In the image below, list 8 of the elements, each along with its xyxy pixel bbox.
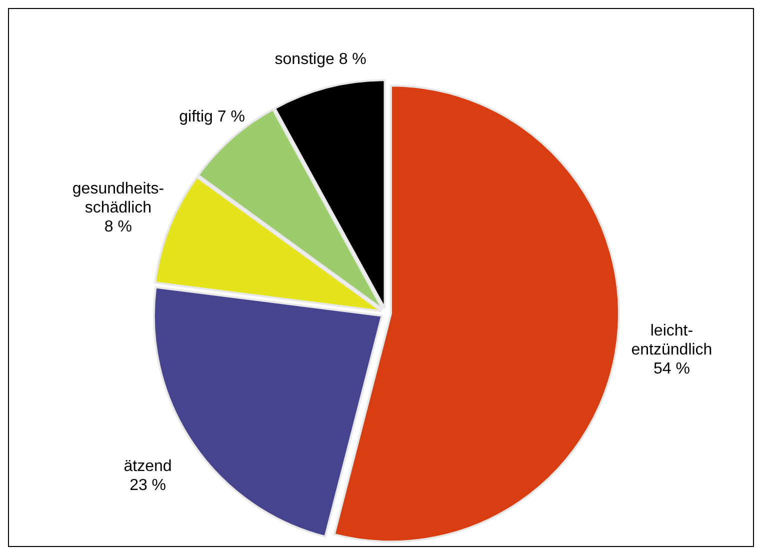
data-label: 23 % bbox=[130, 476, 166, 494]
slice-label: giftig 7 % bbox=[179, 108, 245, 126]
slice-label: sonstige 8 % bbox=[274, 50, 366, 68]
slice-label: gesundheits- schädlich bbox=[72, 180, 164, 217]
slice-label: leicht- entzündlich bbox=[631, 322, 712, 359]
slice-label: ätzend bbox=[124, 458, 172, 475]
data-label: 54 % bbox=[653, 360, 690, 378]
data-label: 8 % bbox=[104, 218, 132, 236]
